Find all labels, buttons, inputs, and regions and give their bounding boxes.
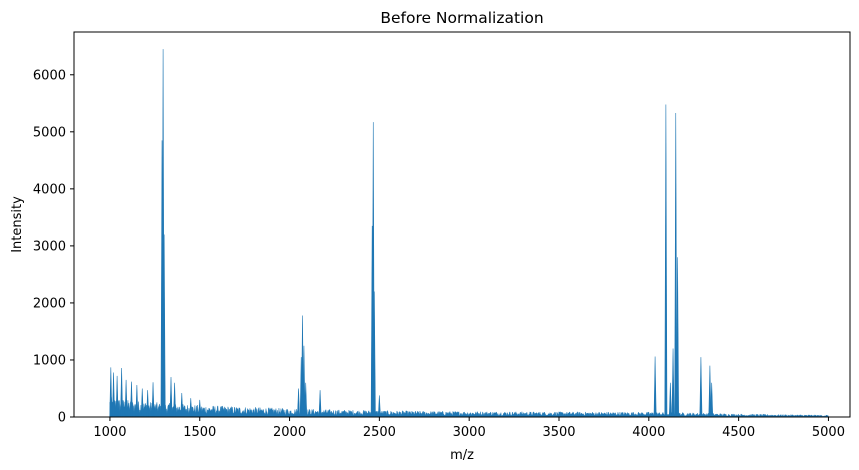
spectrum-peak: [668, 382, 672, 418]
x-axis: 1000 1500 2000 2500 3000 3500 4000 4500 5000: [93, 417, 845, 440]
spectrum-peak: [318, 390, 322, 418]
spectrum-peak: [671, 348, 675, 418]
spectrum-peak: [664, 104, 668, 418]
chart-title: Before Normalization: [380, 9, 543, 27]
spectrum-peak: [173, 382, 176, 418]
y-tick-label: 2000: [33, 296, 66, 311]
y-tick-label: 5000: [33, 125, 66, 140]
spectrum-peak: [710, 382, 714, 418]
spectrum-peak: [653, 356, 657, 418]
y-tick-label: 0: [58, 411, 66, 426]
spectrum-peak: [140, 388, 144, 418]
x-axis-label: m/z: [450, 448, 474, 463]
y-tick-label: 4000: [33, 182, 66, 197]
y-tick-label: 6000: [33, 68, 66, 83]
spectrum-peak: [377, 395, 381, 418]
spectrum-peak: [124, 379, 128, 418]
spectrum-series: [109, 49, 829, 418]
spectrum-peak: [115, 375, 119, 418]
x-tick-label: 5000: [812, 425, 845, 440]
x-tick-label: 2500: [363, 425, 396, 440]
x-tick-label: 2000: [273, 425, 306, 440]
spectrum-peak: [198, 399, 202, 418]
spectrum-peak: [120, 367, 124, 418]
axes-frame: [73, 31, 851, 418]
spectrum-peak: [135, 385, 139, 418]
spectrum-peak: [109, 367, 113, 418]
spectrum-area: [109, 397, 829, 418]
spectrum-peak: [112, 372, 115, 418]
x-tick-label: 1000: [93, 425, 126, 440]
x-tick-label: 1500: [183, 425, 216, 440]
spectrum-peak: [189, 398, 193, 418]
x-tick-label: 4500: [722, 425, 755, 440]
y-tick-label: 3000: [33, 239, 66, 254]
spectrum-peak: [304, 382, 308, 418]
x-tick-label: 3000: [453, 425, 486, 440]
spectrum-peak: [151, 382, 155, 418]
spectrum-peak: [297, 388, 300, 418]
spectrum-peak: [169, 377, 173, 418]
x-tick-label: 3500: [542, 425, 575, 440]
spectrum-peak: [699, 357, 703, 418]
spectrum-peak: [180, 393, 184, 418]
spectrum-peak: [676, 257, 679, 418]
y-tick-label: 1000: [33, 353, 66, 368]
spectrum-peak: [130, 381, 133, 418]
y-axis-label: Intensity: [10, 196, 25, 253]
y-axis: 0 1000 2000 3000 4000 5000 6000: [33, 68, 74, 426]
plot-area: [109, 49, 829, 418]
x-tick-label: 4000: [632, 425, 665, 440]
spectrum-peak: [146, 390, 150, 418]
